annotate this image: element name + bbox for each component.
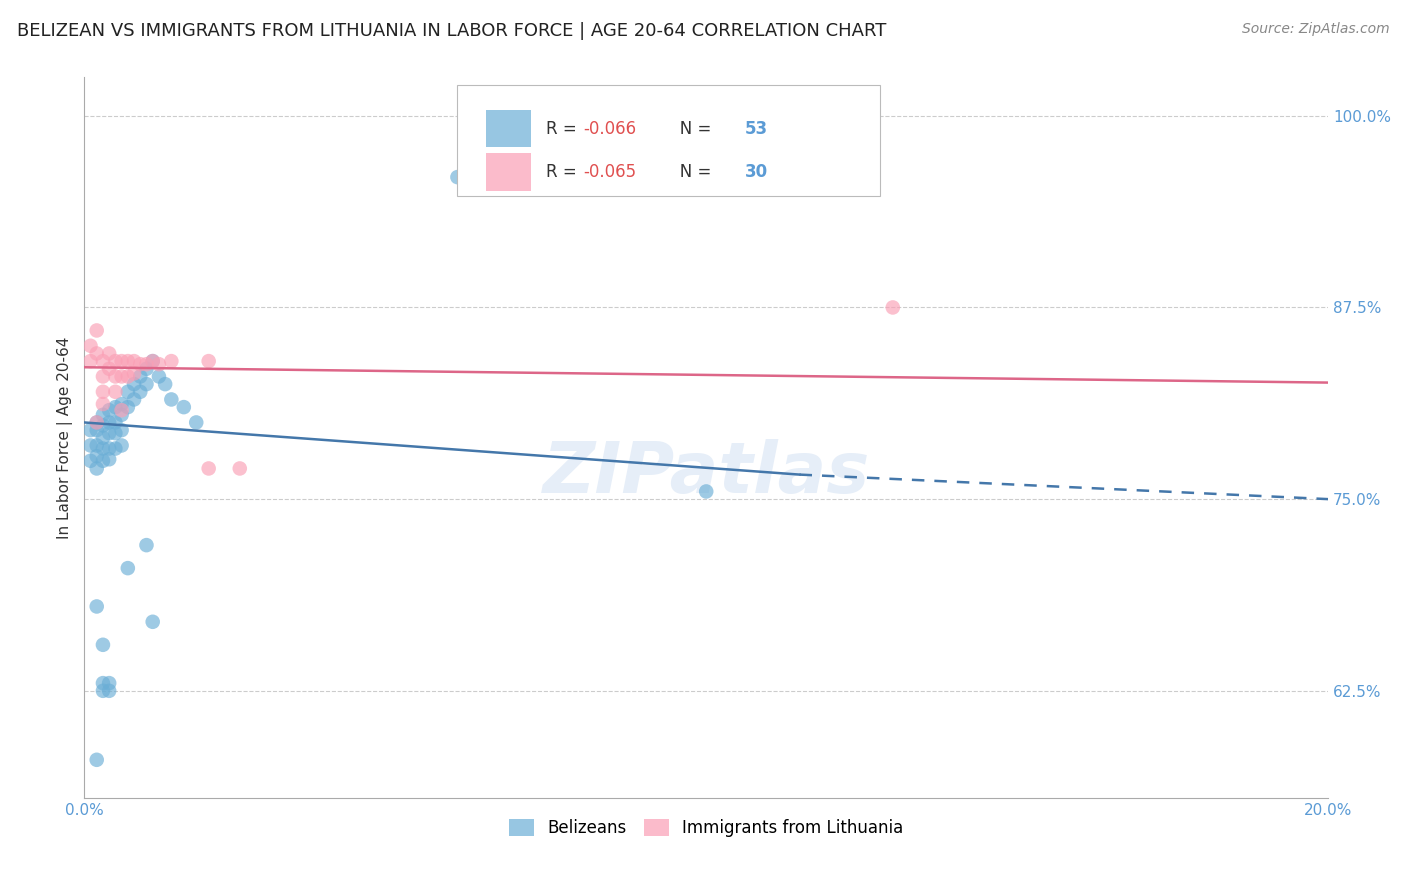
Point	[79, 454, 101, 468]
Point	[122, 354, 145, 368]
Point	[79, 339, 101, 353]
Point	[129, 357, 152, 371]
Point	[148, 357, 170, 371]
Point	[110, 423, 132, 437]
Point	[98, 442, 121, 456]
Point	[142, 354, 165, 368]
Point	[98, 426, 121, 441]
Point	[86, 599, 108, 614]
Point	[135, 538, 157, 552]
Point	[79, 354, 101, 368]
Point	[98, 346, 121, 360]
Y-axis label: In Labor Force | Age 20-64: In Labor Force | Age 20-64	[58, 336, 73, 539]
Point	[104, 400, 127, 414]
Point	[91, 431, 114, 445]
Point	[117, 384, 139, 399]
Point	[79, 423, 101, 437]
Text: 53: 53	[745, 120, 768, 137]
Point	[86, 438, 108, 452]
Point	[91, 683, 114, 698]
Point	[91, 369, 114, 384]
Point	[86, 449, 108, 463]
Point	[86, 416, 108, 430]
Point	[91, 408, 114, 422]
Point	[160, 392, 183, 407]
Point	[104, 369, 127, 384]
FancyBboxPatch shape	[486, 110, 531, 147]
Point	[86, 346, 108, 360]
Point	[142, 615, 165, 629]
Point	[477, 178, 499, 192]
Point	[695, 484, 717, 499]
Point	[91, 354, 114, 368]
Text: R =: R =	[546, 163, 582, 181]
Point	[86, 461, 108, 475]
Point	[135, 357, 157, 371]
Point	[91, 397, 114, 411]
Text: BELIZEAN VS IMMIGRANTS FROM LITHUANIA IN LABOR FORCE | AGE 20-64 CORRELATION CHA: BELIZEAN VS IMMIGRANTS FROM LITHUANIA IN…	[17, 22, 886, 40]
Point	[110, 397, 132, 411]
Point	[122, 392, 145, 407]
FancyBboxPatch shape	[457, 85, 880, 196]
Point	[98, 683, 121, 698]
Point	[110, 403, 132, 417]
Point	[104, 442, 127, 456]
Point	[148, 369, 170, 384]
Point	[91, 454, 114, 468]
Point	[79, 438, 101, 452]
Point	[98, 452, 121, 467]
Point	[98, 361, 121, 376]
Point	[104, 416, 127, 430]
Point	[117, 400, 139, 414]
Point	[129, 384, 152, 399]
Point	[122, 377, 145, 392]
Point	[135, 361, 157, 376]
Text: 30: 30	[745, 163, 768, 181]
Point	[110, 438, 132, 452]
Point	[86, 423, 108, 437]
Point	[197, 461, 219, 475]
Point	[86, 323, 108, 337]
Legend: Belizeans, Immigrants from Lithuania: Belizeans, Immigrants from Lithuania	[502, 813, 910, 844]
Point	[117, 561, 139, 575]
Point	[91, 384, 114, 399]
Point	[104, 384, 127, 399]
Point	[129, 369, 152, 384]
Point	[110, 408, 132, 422]
Point	[117, 369, 139, 384]
Point	[98, 403, 121, 417]
Point	[186, 416, 208, 430]
Point	[110, 369, 132, 384]
Point	[91, 418, 114, 433]
Text: ZIPatlas: ZIPatlas	[543, 440, 870, 508]
Point	[173, 400, 195, 414]
Text: Source: ZipAtlas.com: Source: ZipAtlas.com	[1241, 22, 1389, 37]
Point	[446, 170, 468, 185]
Point	[142, 354, 165, 368]
Point	[86, 416, 108, 430]
Text: -0.066: -0.066	[583, 120, 636, 137]
Text: -0.065: -0.065	[583, 163, 636, 181]
Point	[104, 354, 127, 368]
Point	[229, 461, 252, 475]
Point	[160, 354, 183, 368]
Text: N =: N =	[664, 120, 717, 137]
Point	[91, 638, 114, 652]
Point	[98, 676, 121, 690]
Point	[104, 426, 127, 441]
Point	[117, 354, 139, 368]
Point	[86, 753, 108, 767]
Point	[197, 354, 219, 368]
FancyBboxPatch shape	[486, 153, 531, 191]
Text: N =: N =	[664, 163, 717, 181]
Point	[91, 676, 114, 690]
Point	[98, 416, 121, 430]
Point	[153, 377, 176, 392]
Point	[882, 301, 904, 315]
Text: R =: R =	[546, 120, 582, 137]
Point	[110, 354, 132, 368]
Point	[122, 367, 145, 381]
Point	[91, 442, 114, 456]
Point	[135, 377, 157, 392]
